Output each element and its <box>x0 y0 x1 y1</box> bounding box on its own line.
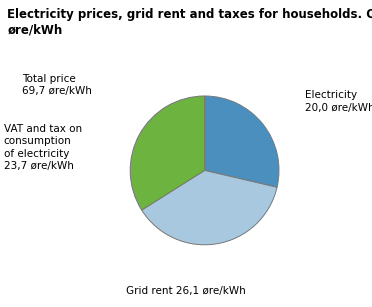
Text: VAT and tax on
consumption
of electricity
23,7 øre/kWh: VAT and tax on consumption of electricit… <box>4 124 82 171</box>
Text: Electricity prices, grid rent and taxes for households. Q3 2012.
øre/kWh: Electricity prices, grid rent and taxes … <box>7 8 372 37</box>
Wedge shape <box>130 96 205 210</box>
Wedge shape <box>142 170 277 245</box>
Text: Total price
69,7 øre/kWh: Total price 69,7 øre/kWh <box>22 74 92 96</box>
Wedge shape <box>205 96 279 187</box>
Text: Electricity
20,0 øre/kWh: Electricity 20,0 øre/kWh <box>305 90 372 112</box>
Text: Grid rent 26,1 øre/kWh: Grid rent 26,1 øre/kWh <box>126 286 246 296</box>
